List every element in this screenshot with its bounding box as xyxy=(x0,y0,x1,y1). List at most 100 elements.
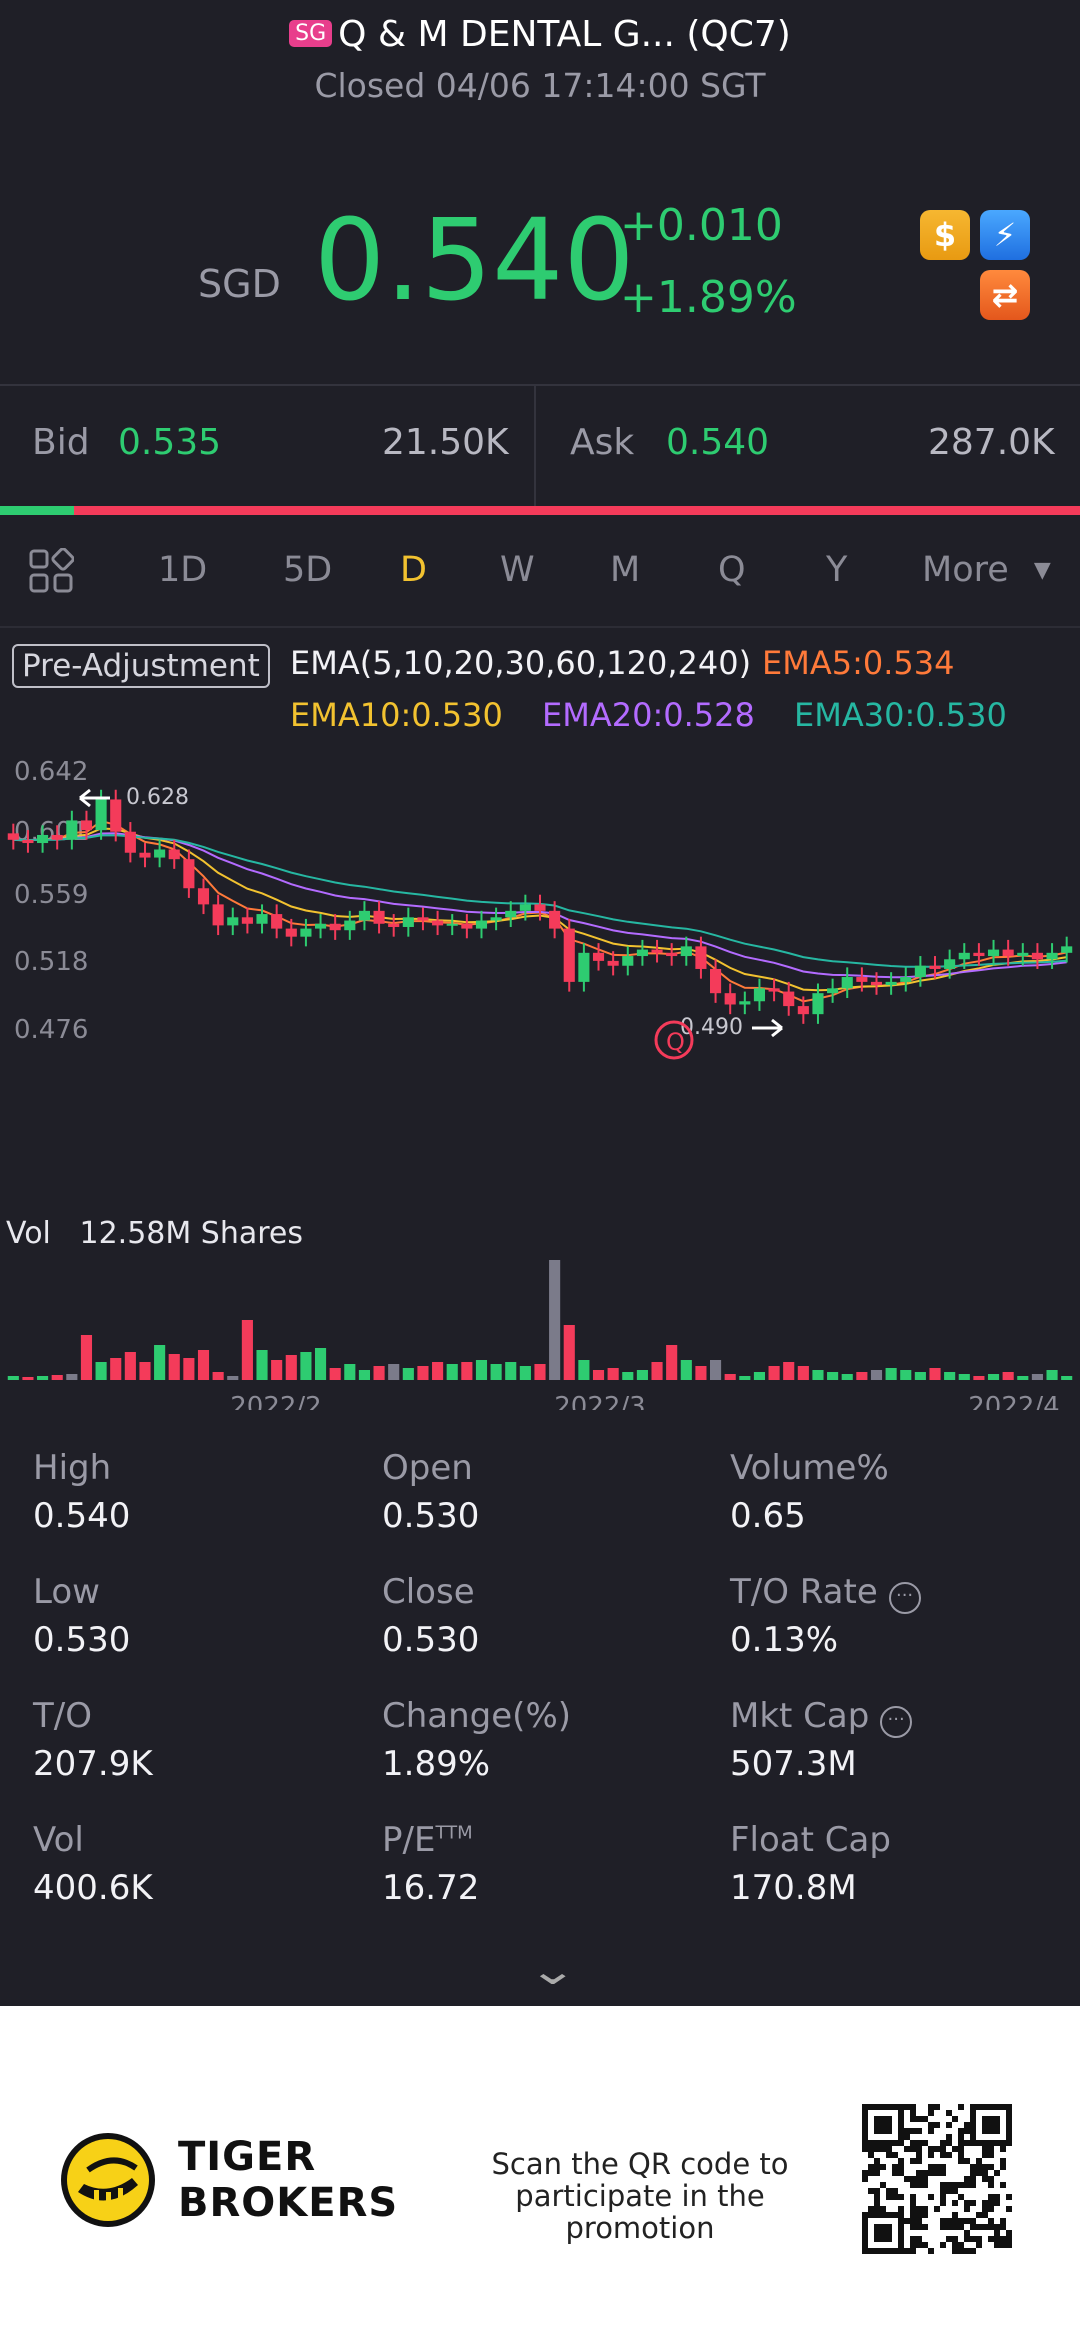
qr-module xyxy=(922,2224,928,2230)
volume-bar xyxy=(344,1364,356,1380)
qr-module xyxy=(994,2200,1000,2206)
qr-module xyxy=(988,2194,994,2200)
flash-icon[interactable]: ⚡ xyxy=(980,210,1030,260)
stat-label: Vol xyxy=(33,1820,84,1860)
stat-label: Open xyxy=(382,1448,473,1488)
qr-module xyxy=(910,2146,916,2152)
market-status: Closed 04/06 17:14:00 SGT xyxy=(314,66,766,105)
stat-label: Change(%) xyxy=(382,1696,572,1736)
volume-bar xyxy=(475,1360,488,1380)
qr-module xyxy=(958,2152,964,2158)
qr-module xyxy=(958,2140,964,2146)
stock-name: Q & M DENTAL G... (QC7) xyxy=(338,14,791,55)
qr-module xyxy=(916,2170,922,2176)
qr-module xyxy=(982,2170,988,2176)
bid-label: Bid xyxy=(32,422,90,463)
qr-module xyxy=(916,2182,922,2188)
candle xyxy=(227,917,239,926)
qr-module xyxy=(928,2194,934,2200)
tab-more[interactable]: More ▼ xyxy=(922,550,1051,590)
qr-module xyxy=(868,2164,874,2170)
qr-module xyxy=(952,2248,958,2254)
ema20-label: EMA20:0.528 xyxy=(542,696,755,734)
qr-module xyxy=(910,2128,916,2134)
candle xyxy=(446,923,458,926)
stat-value: 207.9K xyxy=(33,1744,153,1784)
ema-title[interactable]: EMA(5,10,20,30,60,120,240) xyxy=(290,644,752,682)
volume-bar xyxy=(987,1374,1000,1380)
qr-module xyxy=(964,2140,970,2146)
qr-module xyxy=(958,2158,964,2164)
stat-label: Low xyxy=(33,1572,100,1612)
qr-module xyxy=(958,2218,964,2224)
volume-bar xyxy=(944,1372,956,1380)
stat-label-text: Mkt Cap xyxy=(730,1696,870,1736)
expand-chevron-icon[interactable]: ⌄ xyxy=(527,1948,578,1994)
tab-5d[interactable]: 5D xyxy=(283,550,333,590)
candle xyxy=(300,928,312,937)
tab-q[interactable]: Q xyxy=(718,550,746,590)
candle xyxy=(636,949,648,957)
qr-module xyxy=(886,2194,892,2200)
qr-module xyxy=(958,2248,964,2254)
qr-module xyxy=(886,2146,892,2152)
candle xyxy=(739,1001,751,1005)
tab-w[interactable]: W xyxy=(500,550,535,590)
volume-bar xyxy=(314,1348,327,1380)
qr-module xyxy=(886,2188,892,2194)
volume-bar xyxy=(432,1362,444,1380)
qr-module xyxy=(916,2224,922,2230)
stat-label: Volume% xyxy=(730,1448,889,1488)
qr-module xyxy=(976,2224,982,2230)
qr-module xyxy=(970,2164,976,2170)
divider xyxy=(534,386,536,506)
volume-bar xyxy=(797,1366,809,1380)
qr-module xyxy=(940,2164,946,2170)
qr-module xyxy=(976,2212,982,2218)
qr-module xyxy=(940,2182,946,2188)
y-tick-label: 0.642 xyxy=(14,757,88,787)
volume-bar xyxy=(271,1360,283,1380)
x-tick-label: 2022/2 xyxy=(230,1392,321,1410)
tab-m[interactable]: M xyxy=(610,550,641,590)
qr-module xyxy=(892,2164,898,2170)
qr-module xyxy=(970,2200,976,2206)
candle xyxy=(914,965,926,978)
volume-bar xyxy=(753,1372,766,1380)
qr-module xyxy=(934,2170,940,2176)
qr-module xyxy=(1000,2164,1006,2170)
dollar-icon[interactable]: $ xyxy=(920,210,970,260)
qr-module xyxy=(880,2182,886,2188)
qr-module xyxy=(964,2122,970,2128)
qr-module xyxy=(1000,2158,1006,2164)
stat-value: 0.65 xyxy=(730,1496,806,1536)
x-tick-label: 2022/4 xyxy=(968,1392,1059,1410)
candle xyxy=(1061,946,1073,953)
ema10-label: EMA10:0.530 xyxy=(290,696,503,734)
candle xyxy=(651,949,663,953)
qr-module xyxy=(988,2224,994,2230)
qr-module xyxy=(898,2164,904,2170)
qr-module xyxy=(934,2164,940,2170)
tab-y[interactable]: Y xyxy=(826,550,848,590)
swap-icon[interactable]: ⇄ xyxy=(980,270,1030,320)
qr-module xyxy=(922,2212,928,2218)
more-info-icon[interactable]: ··· xyxy=(888,1582,921,1614)
candle xyxy=(827,988,839,994)
qr-module xyxy=(982,2164,988,2170)
qr-module xyxy=(916,2236,922,2242)
volume-bar xyxy=(80,1335,93,1380)
candle xyxy=(578,952,590,982)
qr-code[interactable] xyxy=(862,2104,1012,2254)
tab-d[interactable]: D xyxy=(400,550,427,590)
volume-bar xyxy=(373,1366,385,1380)
tab-1d[interactable]: 1D xyxy=(158,550,208,590)
qr-module xyxy=(892,2170,898,2176)
qr-module xyxy=(910,2242,916,2248)
more-info-icon[interactable]: ··· xyxy=(880,1706,913,1738)
pre-adjustment-button[interactable]: Pre-Adjustment xyxy=(12,644,270,688)
candle xyxy=(958,952,970,960)
qr-module xyxy=(940,2188,946,2194)
grid-icon[interactable] xyxy=(28,548,74,594)
